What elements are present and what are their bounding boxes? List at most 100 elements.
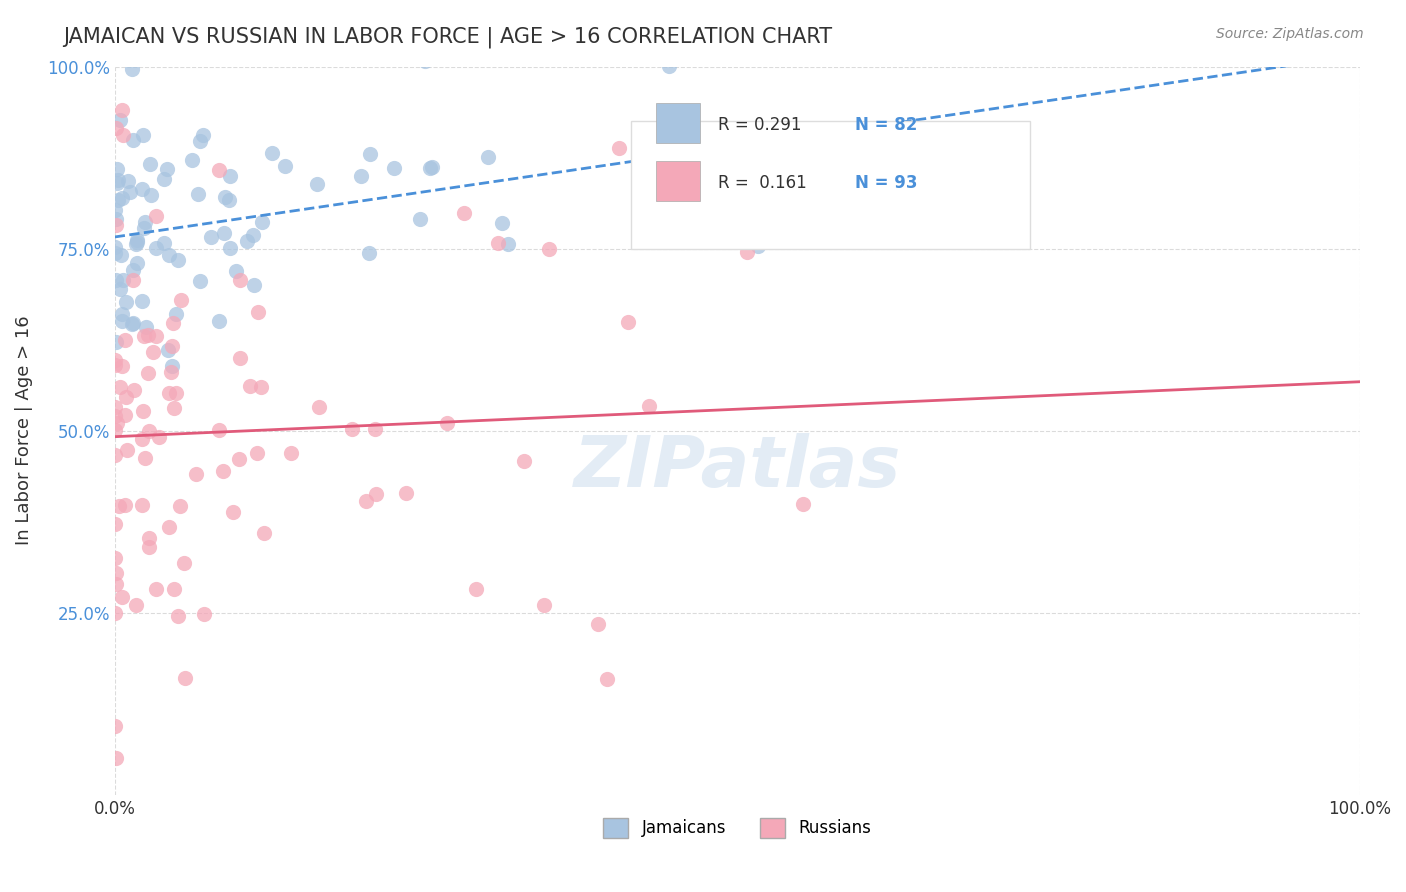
Point [145,241,167,255]
Point [499,45,522,59]
Point [357,246,380,260]
Point [134,215,156,229]
Point [409,211,432,226]
Point [228,273,250,287]
Point [208,423,231,437]
Bar [657,161,700,202]
Point [212,464,235,478]
Point [274,159,297,173]
Point [105,218,128,232]
Point [218,193,240,207]
Point [125,233,148,247]
Point [200,229,222,244]
Point [104,448,127,462]
Point [586,617,609,632]
Point [114,333,136,347]
Point [111,314,134,328]
Point [138,540,160,554]
Point [108,379,131,393]
Text: R = 0.291: R = 0.291 [718,116,801,134]
Point [104,576,127,591]
Point [737,244,759,259]
Point [193,607,215,622]
Point [413,54,436,68]
Point [157,386,180,401]
Point [638,399,661,413]
Point [491,216,513,230]
Point [105,177,128,191]
Legend: Jamaicans, Russians: Jamaicans, Russians [596,811,877,845]
Point [247,305,270,319]
Point [104,202,127,217]
Point [420,160,443,174]
Point [107,193,129,207]
Point [260,145,283,160]
Point [513,454,536,468]
Point [222,505,245,519]
Point [111,191,134,205]
Point [112,128,135,142]
Point [212,226,235,240]
Point [792,497,814,511]
Point [364,487,387,501]
Point [105,273,128,287]
Point [356,494,378,508]
Point [616,315,638,329]
Point [214,189,236,203]
Point [124,599,146,613]
Point [167,253,190,268]
Point [193,128,215,143]
Point [121,273,143,287]
Point [107,173,129,187]
Point [114,409,136,423]
Point [132,220,155,235]
Point [122,383,145,397]
Point [242,228,264,243]
Point [110,248,132,262]
Point [145,209,167,223]
Point [122,316,145,330]
Point [121,263,143,277]
Point [156,162,179,177]
Point [188,134,211,148]
Point [108,499,131,513]
Text: N = 82: N = 82 [855,116,918,134]
Point [160,359,183,373]
Point [111,307,134,321]
Point [419,161,441,176]
Point [163,582,186,596]
FancyBboxPatch shape [631,121,1029,249]
Point [229,351,252,365]
Point [131,293,153,308]
Point [250,215,273,229]
Point [648,196,671,211]
Point [174,671,197,685]
Y-axis label: In Labor Force | Age > 16: In Labor Force | Age > 16 [15,316,32,546]
Point [498,237,520,252]
Point [157,343,180,357]
Point [132,403,155,417]
Point [169,499,191,513]
Point [121,62,143,76]
Point [131,432,153,446]
Point [139,188,162,202]
Point [465,582,488,597]
Point [104,409,127,424]
Point [127,256,149,270]
Point [139,156,162,170]
Point [239,379,262,393]
Text: JAMAICAN VS RUSSIAN IN LABOR FORCE | AGE > 16 CORRELATION CHART: JAMAICAN VS RUSSIAN IN LABOR FORCE | AGE… [63,27,832,48]
Point [350,169,373,183]
Point [717,192,740,206]
Point [104,353,127,368]
Point [250,380,273,394]
Point [127,235,149,249]
Point [186,467,208,481]
Point [121,317,143,331]
Bar [657,103,700,143]
Point [225,264,247,278]
Point [105,211,128,226]
Point [134,329,156,343]
Point [364,422,387,436]
Point [115,390,138,404]
